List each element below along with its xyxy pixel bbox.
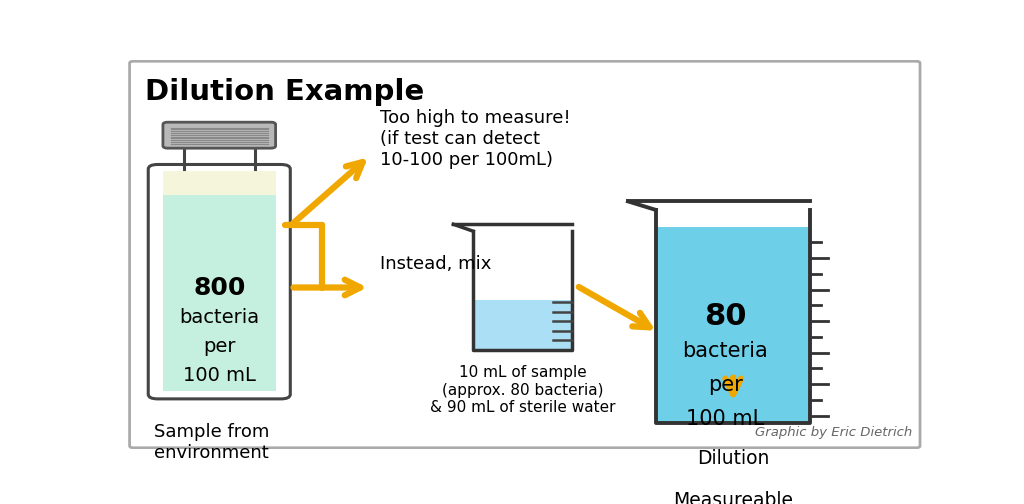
Text: 100 mL: 100 mL [183, 366, 256, 385]
Text: Dilution Example: Dilution Example [145, 78, 425, 106]
Text: Graphic by Eric Dietrich: Graphic by Eric Dietrich [755, 426, 912, 439]
Text: 100 mL: 100 mL [686, 409, 764, 429]
Text: 80: 80 [703, 302, 746, 331]
Bar [163, 171, 276, 198]
Bar [163, 195, 276, 391]
Bar [655, 210, 811, 423]
Text: bacteria: bacteria [682, 341, 768, 361]
Bar [473, 231, 572, 350]
Bar [655, 227, 811, 423]
Bar [183, 146, 255, 169]
Bar [473, 300, 572, 350]
FancyBboxPatch shape [163, 122, 275, 148]
Text: 800: 800 [194, 276, 246, 300]
Text: Too high to measure!
(if test can detect
10-100 per 100mL): Too high to measure! (if test can detect… [380, 109, 571, 169]
FancyBboxPatch shape [148, 164, 290, 399]
Text: per: per [708, 375, 742, 395]
Text: 10 mL of sample
(approx. 80 bacteria)
& 90 mL of sterile water: 10 mL of sample (approx. 80 bacteria) & … [430, 365, 615, 415]
Text: Measureable
concentration!: Measureable concentration! [665, 491, 802, 504]
Text: Sample from
environment: Sample from environment [154, 423, 269, 462]
Text: Instead, mix: Instead, mix [380, 255, 492, 273]
FancyBboxPatch shape [130, 61, 920, 448]
Text: bacteria: bacteria [179, 308, 259, 327]
Text: per: per [203, 337, 236, 356]
Text: Dilution: Dilution [697, 449, 769, 468]
